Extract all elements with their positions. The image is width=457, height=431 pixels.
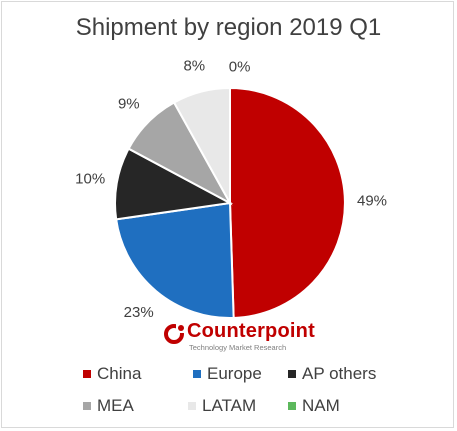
legend-label-mea: MEA [97, 396, 134, 415]
legend-label-china: China [97, 364, 142, 383]
legend-item-china: China [83, 364, 141, 384]
data-label-europe: 23% [124, 304, 154, 321]
data-label-latam: 8% [183, 58, 205, 75]
pie-slice-china [229, 86, 346, 319]
logo-wordmark: Counterpoint [187, 320, 315, 342]
counterpoint-logo: Counterpoint Technology Market Research [163, 320, 333, 354]
legend-label-nam: NAM [302, 396, 340, 415]
legend-label-europe: Europe [207, 364, 262, 383]
data-label-mea: 9% [118, 95, 140, 112]
chart-title: Shipment by region 2019 Q1 [75, 14, 382, 41]
legend-label-latam: LATAM [202, 396, 257, 415]
logo-tagline: Technology Market Research [189, 343, 287, 352]
data-label-ap-others: 10% [75, 170, 105, 187]
data-label-china: 49% [357, 193, 387, 210]
legend-swatch-nam [288, 402, 296, 410]
legend-swatch-europe [193, 370, 201, 378]
pie-slice-latam [172, 86, 231, 207]
legend-swatch-latam [188, 402, 196, 410]
data-label-nam: 0% [229, 58, 251, 75]
legend-item-europe: Europe [193, 364, 262, 384]
legend-label-ap-others: AP others [302, 364, 377, 383]
legend-swatch-mea [83, 402, 91, 410]
counterpoint-logo-icon [164, 324, 185, 344]
legend-item-ap-others: AP others [288, 364, 376, 384]
pie-slice-europe [115, 201, 235, 319]
legend-item-mea: MEA [83, 396, 134, 416]
legend-swatch-ap-others [288, 370, 296, 378]
legend-item-nam: NAM [288, 396, 340, 416]
legend-swatch-china [83, 370, 91, 378]
legend-item-latam: LATAM [188, 396, 256, 416]
pie-slice-ap-others [113, 147, 234, 221]
